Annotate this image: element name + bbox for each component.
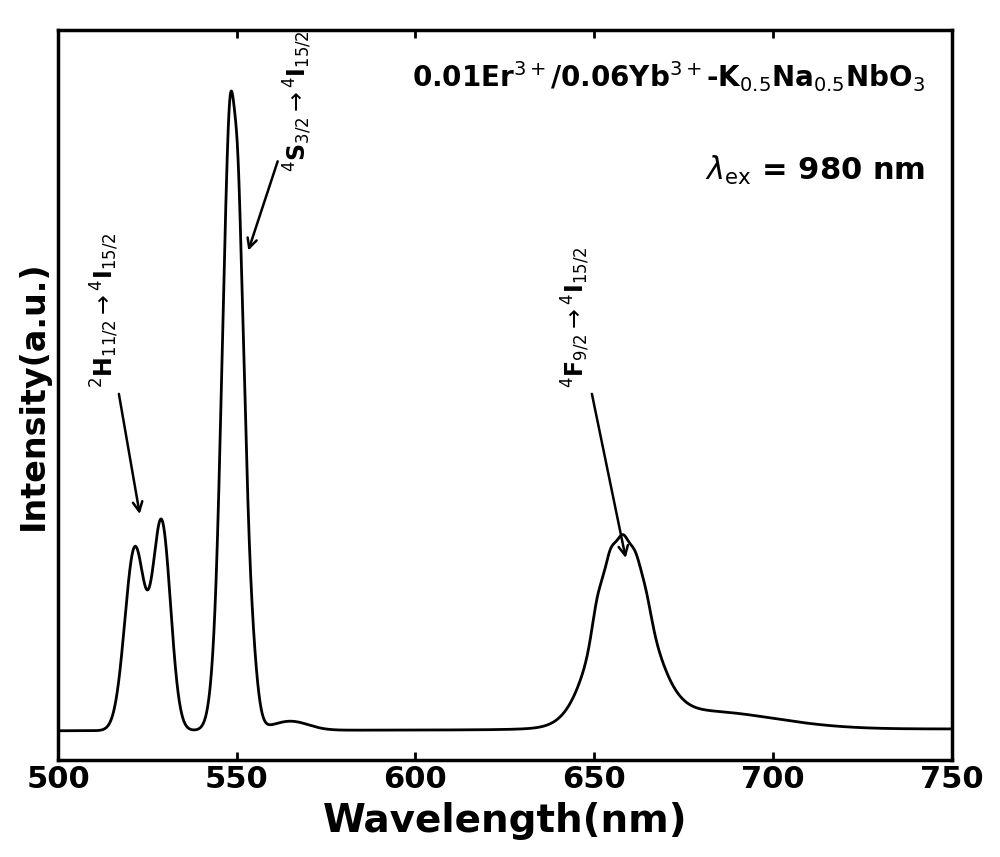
Text: $^{2}$H$_{11/2}$$\rightarrow$$^{4}$I$_{15/2}$: $^{2}$H$_{11/2}$$\rightarrow$$^{4}$I$_{1…	[88, 233, 142, 512]
Text: $^{4}$S$_{3/2}$$\rightarrow$$^{4}$I$_{15/2}$: $^{4}$S$_{3/2}$$\rightarrow$$^{4}$I$_{15…	[248, 30, 314, 248]
X-axis label: Wavelength(nm): Wavelength(nm)	[322, 802, 687, 841]
Text: $\lambda_{\rm ex}$ = 980 nm: $\lambda_{\rm ex}$ = 980 nm	[705, 154, 925, 188]
Text: 0.01Er$^{3+}$/0.06Yb$^{3+}$-K$_{0.5}$Na$_{0.5}$NbO$_3$: 0.01Er$^{3+}$/0.06Yb$^{3+}$-K$_{0.5}$Na$…	[412, 59, 925, 94]
Y-axis label: Intensity(a.u.): Intensity(a.u.)	[17, 261, 50, 530]
Text: $^{4}$F$_{9/2}$$\rightarrow$$^{4}$I$_{15/2}$: $^{4}$F$_{9/2}$$\rightarrow$$^{4}$I$_{15…	[560, 248, 628, 555]
